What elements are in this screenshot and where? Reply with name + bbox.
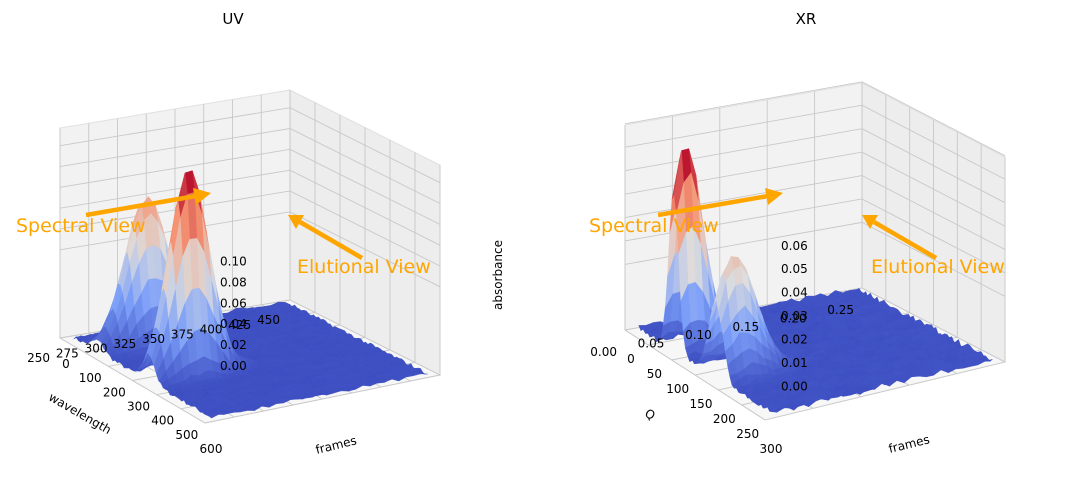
xr-grid-line <box>624 104 1006 180</box>
xr-elutional-arrow <box>862 215 938 260</box>
xr-frames-tick: 300 <box>760 442 783 456</box>
uv-absorbance-tick: 0.06 <box>220 296 247 310</box>
xr-frames-tick: 50 <box>647 367 662 381</box>
uv-wavelength-tick: 450 <box>257 313 280 327</box>
uv-elutional-arrow <box>288 215 364 260</box>
xr-q-tick: 0.10 <box>685 328 712 342</box>
xr-intensity-tick: 0.03 <box>781 309 808 323</box>
xr-q-label: Q <box>642 406 657 423</box>
uv-frames-tick: 400 <box>151 414 174 428</box>
xr-grid-line <box>624 128 1006 204</box>
uv-wavelength-tick: 300 <box>85 342 108 356</box>
uv-frames-tick: 200 <box>103 385 126 399</box>
xr-q-tick: 0.15 <box>732 320 759 334</box>
xr-intensity-tick: 0.06 <box>781 239 808 253</box>
uv-absorbance-label: absorbance <box>491 240 505 310</box>
xr-intensity-tick: 0.02 <box>781 333 808 347</box>
xr-grid-line <box>624 175 1006 250</box>
uv-wavelength-tick: 275 <box>56 346 79 360</box>
xr-grid-line <box>624 81 1006 157</box>
xr-intensity-tick: 0.01 <box>781 356 808 370</box>
xr-intensity-tick: 0.04 <box>781 286 808 300</box>
xr-grid-line <box>624 151 1006 227</box>
uv-frames-label: frames <box>314 433 358 457</box>
uv-absorbance-tick: 0.08 <box>220 276 247 290</box>
uv-absorbance-tick: 0.02 <box>220 338 247 352</box>
xr-frames-tick: 250 <box>736 427 759 441</box>
uv-surface <box>73 169 428 419</box>
uv-elutional-view-annotation: Elutional View <box>297 256 431 278</box>
xr-surface-patch <box>768 409 780 413</box>
uv-wavelength-tick: 375 <box>171 327 194 341</box>
uv-absorbance-tick: 0.00 <box>220 359 247 373</box>
xr-q-tick: 0.20 <box>780 311 807 325</box>
xr-spectral-arrow <box>657 188 783 218</box>
uv-spectral-arrow <box>85 188 211 218</box>
xr-spectral-view-annotation: Spectral View <box>589 215 719 237</box>
uv-frames-tick: 100 <box>79 371 102 385</box>
uv-title: UV <box>222 10 244 28</box>
uv-grid-line <box>59 148 441 225</box>
xr-grid-line <box>624 198 1006 274</box>
xr-intensity-tick: 0.00 <box>781 379 808 393</box>
uv-grid-line <box>59 169 441 246</box>
uv-grid-line <box>59 107 441 184</box>
xr-intensity-tick: 0.05 <box>781 262 808 276</box>
uv-frames-tick: 600 <box>200 442 223 456</box>
uv-absorbance-tick: 0.04 <box>220 317 247 331</box>
uv-surface-patch <box>208 413 220 419</box>
uv-wavelength-tick: 350 <box>142 332 165 346</box>
uv-wavelength-tick: 425 <box>228 318 251 332</box>
xr-q-tick: 0.00 <box>590 345 617 359</box>
xr-grid-line <box>861 287 1006 363</box>
uv-grid-line <box>59 128 441 204</box>
uv-frames-tick: 0 <box>62 357 70 371</box>
xr-elutional-view-annotation: Elutional View <box>871 256 1005 278</box>
xr-grid-line <box>624 329 766 421</box>
xr-frames-tick: 200 <box>713 412 736 426</box>
uv-absorbance-tick: 0.10 <box>220 255 247 269</box>
uv-grid-line <box>289 299 441 376</box>
uv-grid-line <box>59 337 206 424</box>
xr-grid-line <box>764 361 1006 421</box>
xr-frames-tick: 0 <box>627 352 635 366</box>
uv-wavelength-tick: 250 <box>27 351 50 365</box>
uv-frames-tick: 300 <box>127 400 150 414</box>
uv-wavelength-tick: 400 <box>200 323 223 337</box>
xr-q-tick: 0.05 <box>638 337 665 351</box>
uv-frames-tick: 500 <box>175 428 198 442</box>
xr-q-tick: 0.25 <box>827 303 854 317</box>
xr-frames-label: frames <box>887 432 931 456</box>
uv-spectral-view-annotation: Spectral View <box>16 215 146 237</box>
uv-wavelength-tick: 325 <box>113 337 136 351</box>
xr-surface <box>638 148 993 413</box>
xr-title: XR <box>796 10 817 28</box>
xr-ticks: 0501001502002503000.000.050.100.150.200.… <box>590 239 854 456</box>
xr-frames-tick: 150 <box>690 397 713 411</box>
xr-frames-tick: 100 <box>666 382 689 396</box>
